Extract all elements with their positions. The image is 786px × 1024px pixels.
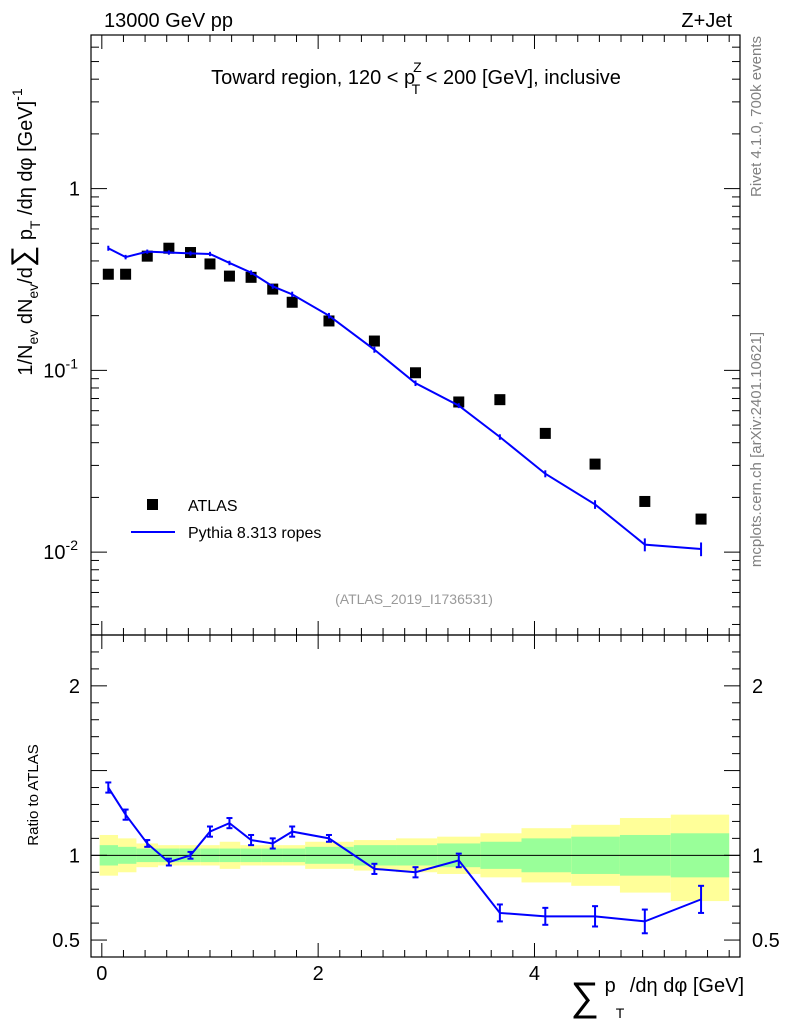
- legend-pythia-label: Pythia 8.313 ropes: [188, 525, 321, 542]
- atlas-data-point: [120, 268, 132, 280]
- x-tick-label: 0: [96, 963, 107, 985]
- atlas-data-point: [453, 396, 465, 408]
- ratio-series: [105, 781, 705, 935]
- atlas-data-point: [204, 258, 216, 270]
- atlas-data-point: [163, 242, 175, 254]
- atlas-data-point: [286, 296, 298, 308]
- main-title: Toward region, 120 < pZ T < 200 [GeV], in…: [211, 59, 621, 97]
- atlas-data-point: [223, 270, 235, 282]
- atlas-data-point: [141, 250, 153, 262]
- process-label: Z+Jet: [681, 10, 732, 32]
- ratio-ylabel: Ratio to ATLAS: [25, 744, 42, 845]
- rivet-label: Rivet 4.1.0, 700k events: [748, 36, 765, 197]
- main-y-tick-label: 10-1: [43, 355, 78, 382]
- ratio-axis-ticks: [91, 634, 740, 958]
- legend-atlas-label: ATLAS: [188, 498, 238, 515]
- atlas-data-point: [410, 367, 421, 379]
- x-axis-label: ∑ pT /dη dφ [GeV]: [571, 975, 744, 1021]
- ratio-y-tick-label-right: 2: [752, 676, 763, 698]
- ratio-uncertainty-bands: [99, 814, 730, 902]
- ratio-frame: [90, 634, 741, 958]
- legend-atlas-marker: [147, 499, 158, 510]
- x-tick-label: 2: [313, 963, 324, 985]
- main-series: [102, 242, 707, 557]
- main-ylabel: 1/Nev dNev/d∑ pT /dη dφ [GeV]-1: [6, 88, 43, 376]
- mcplots-label: mcplots.cern.ch [arXiv:2401.10621]: [748, 332, 765, 567]
- atlas-data-point: [539, 427, 551, 439]
- main-y-tick-label: 1: [69, 179, 80, 201]
- atlas-data-point: [639, 495, 651, 507]
- atlas-data-point: [323, 315, 335, 327]
- ratio-y-tick-label: 2: [69, 676, 80, 698]
- ratio-y-tick-label-right: 0.5: [752, 930, 780, 952]
- atlas-data-point: [102, 268, 114, 280]
- main-axis-ticks: [91, 34, 740, 635]
- x-tick-label: 4: [529, 963, 540, 985]
- ratio-y-tick-label: 0.5: [52, 930, 80, 952]
- atlas-data-point: [494, 394, 506, 406]
- main-y-tick-label: 10-2: [43, 537, 78, 564]
- analysis-watermark: (ATLAS_2019_I1736531): [335, 591, 493, 607]
- beam-label: 13000 GeV pp: [104, 10, 233, 32]
- legend: ATLAS Pythia 8.313 ropes: [131, 498, 321, 542]
- atlas-data-point: [368, 335, 380, 347]
- main-frame: [90, 34, 741, 636]
- tick-labels: 0 2 4 0.5 0.5 1 1 2 2 1 10-1 10-2: [43, 179, 780, 985]
- ratio-y-tick-label: 1: [69, 845, 80, 867]
- atlas-data-point: [695, 513, 707, 525]
- atlas-data-point: [267, 283, 279, 295]
- ratio-y-tick-label-right: 1: [752, 845, 763, 867]
- atlas-data-point: [589, 458, 601, 470]
- atlas-data-point: [245, 271, 257, 283]
